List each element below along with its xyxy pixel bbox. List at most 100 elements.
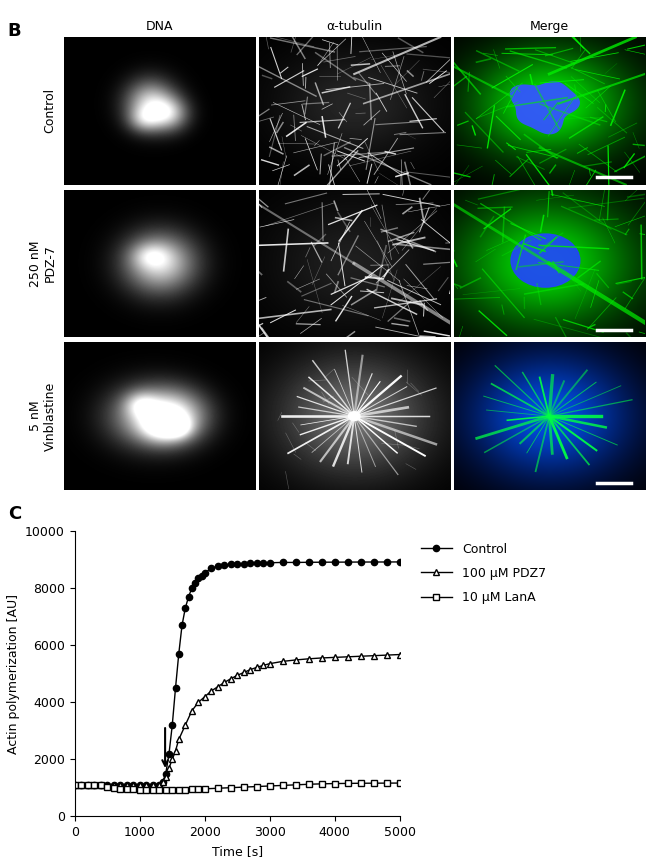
Control [227, 559, 235, 569]
Control [116, 780, 124, 791]
10 μM LanA [71, 780, 79, 791]
Control [77, 780, 85, 791]
100 μM PDZ7 [227, 674, 235, 684]
10 μM LanA [201, 784, 209, 794]
10 μM LanA [181, 785, 189, 795]
Line: 100 μM PDZ7: 100 μM PDZ7 [72, 651, 403, 788]
Control [123, 780, 131, 791]
Control [162, 769, 170, 779]
Control [344, 557, 352, 568]
10 μM LanA [110, 783, 118, 793]
Text: DNA: DNA [146, 20, 173, 33]
Legend: Control, 100 μM PDZ7, 10 μM LanA: Control, 100 μM PDZ7, 10 μM LanA [416, 537, 551, 609]
Control [90, 780, 98, 791]
Control [233, 559, 241, 569]
Control [149, 780, 157, 791]
Control [159, 777, 166, 787]
10 μM LanA [240, 782, 248, 792]
100 μM PDZ7 [253, 662, 261, 672]
10 μM LanA [162, 785, 170, 796]
100 μM PDZ7 [90, 780, 98, 791]
10 μM LanA [305, 779, 313, 790]
100 μM PDZ7 [201, 691, 209, 702]
Control [191, 577, 199, 588]
100 μM PDZ7 [129, 780, 137, 791]
Control [253, 558, 261, 569]
100 μM PDZ7 [168, 754, 176, 765]
100 μM PDZ7 [172, 746, 179, 756]
Control [214, 561, 222, 571]
100 μM PDZ7 [71, 780, 79, 791]
Control [305, 557, 313, 568]
100 μM PDZ7 [207, 686, 215, 696]
Text: α-tubulin: α-tubulin [326, 20, 382, 33]
10 μM LanA [318, 778, 326, 789]
100 μM PDZ7 [370, 651, 378, 661]
100 μM PDZ7 [188, 706, 196, 716]
10 μM LanA [129, 785, 137, 795]
Control [383, 556, 391, 567]
Control [129, 780, 137, 791]
Control [110, 780, 118, 791]
100 μM PDZ7 [110, 780, 118, 791]
100 μM PDZ7 [246, 664, 254, 675]
100 μM PDZ7 [194, 697, 202, 708]
10 μM LanA [292, 779, 300, 790]
100 μM PDZ7 [162, 772, 170, 782]
100 μM PDZ7 [305, 654, 313, 664]
10 μM LanA [90, 780, 98, 791]
100 μM PDZ7 [136, 780, 144, 791]
Control [97, 780, 105, 791]
Control [155, 780, 163, 791]
Text: B: B [8, 22, 21, 40]
10 μM LanA [331, 778, 339, 789]
10 μM LanA [84, 780, 92, 791]
10 μM LanA [123, 784, 131, 794]
Circle shape [348, 412, 360, 421]
10 μM LanA [168, 785, 176, 796]
Y-axis label: Actin polymerization [AU]: Actin polymerization [AU] [6, 594, 20, 754]
10 μM LanA [97, 780, 105, 791]
100 μM PDZ7 [383, 650, 391, 660]
Control [292, 557, 300, 568]
100 μM PDZ7 [259, 660, 267, 670]
Control [181, 603, 189, 613]
10 μM LanA [396, 778, 404, 788]
100 μM PDZ7 [331, 652, 339, 663]
Control [279, 557, 287, 568]
Control [142, 780, 150, 791]
10 μM LanA [142, 785, 150, 795]
10 μM LanA [214, 783, 222, 793]
100 μM PDZ7 [159, 777, 166, 787]
100 μM PDZ7 [155, 780, 163, 791]
Control [266, 557, 274, 568]
10 μM LanA [77, 780, 85, 791]
100 μM PDZ7 [123, 780, 131, 791]
100 μM PDZ7 [149, 780, 157, 791]
Text: 250 nM
PDZ-7: 250 nM PDZ-7 [29, 240, 57, 287]
100 μM PDZ7 [318, 653, 326, 664]
100 μM PDZ7 [266, 658, 274, 669]
10 μM LanA [194, 784, 202, 794]
10 μM LanA [188, 785, 196, 795]
Control [185, 592, 192, 602]
10 μM LanA [383, 778, 391, 788]
100 μM PDZ7 [175, 734, 183, 745]
Control [357, 557, 365, 568]
Control [194, 573, 202, 583]
Control [175, 649, 183, 659]
100 μM PDZ7 [292, 655, 300, 665]
10 μM LanA [266, 781, 274, 791]
Control [168, 720, 176, 730]
Control [201, 568, 209, 578]
Control [178, 620, 186, 631]
100 μM PDZ7 [240, 667, 248, 677]
10 μM LanA [253, 781, 261, 791]
Control [370, 556, 378, 567]
10 μM LanA [357, 778, 365, 789]
Control [246, 558, 254, 569]
Control [331, 557, 339, 568]
10 μM LanA [175, 785, 183, 795]
10 μM LanA [116, 784, 124, 794]
10 μM LanA [149, 785, 157, 796]
